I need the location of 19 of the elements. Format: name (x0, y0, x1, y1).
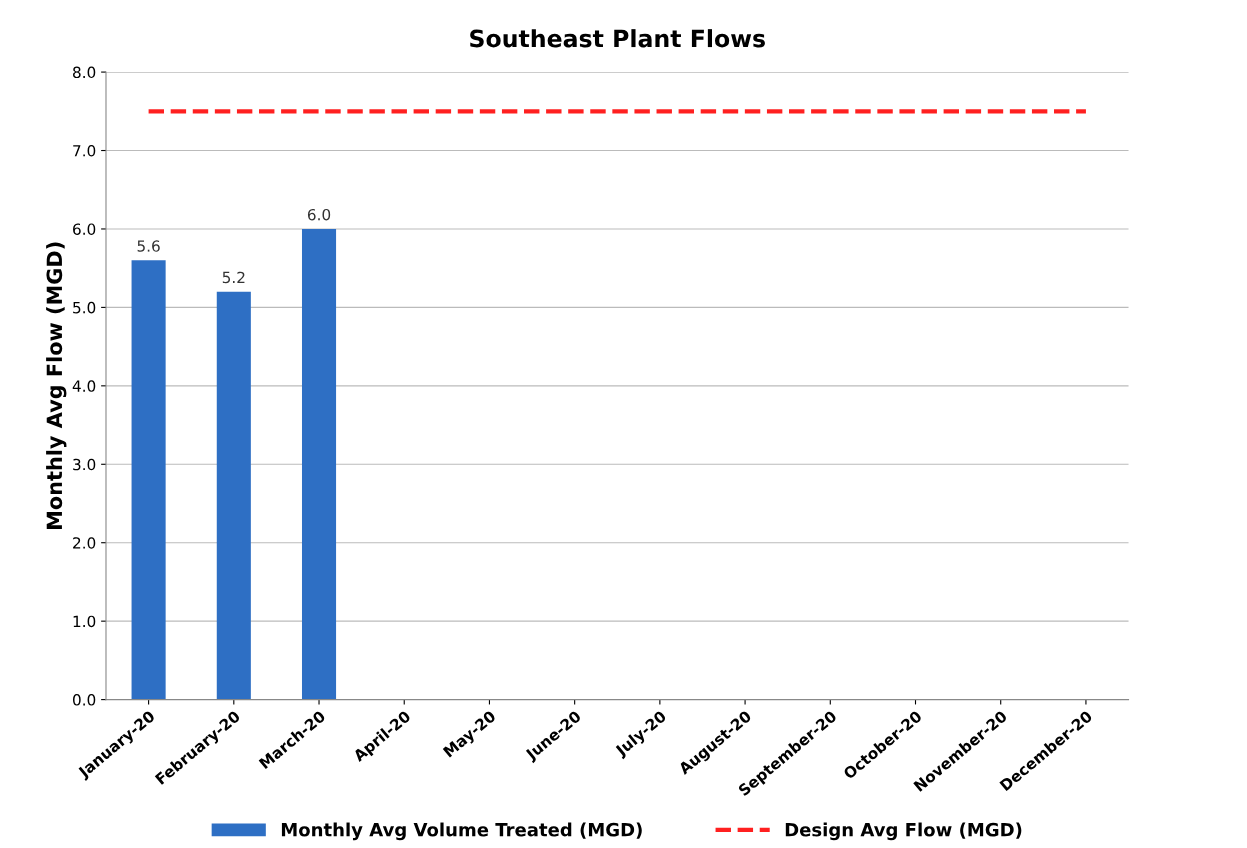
data-label: 5.2 (222, 271, 245, 284)
y-tick-label: 6.0 (73, 223, 96, 235)
y-tick-label: 2.0 (73, 537, 96, 549)
legend-label: Monthly Avg Volume Treated (MGD) (281, 822, 642, 841)
y-tick-label: 4.0 (72, 380, 96, 392)
y-tick-label: 7.0 (73, 144, 96, 157)
bar (216, 291, 251, 700)
y-tick-label: 8.0 (73, 66, 96, 79)
y-tick-label: 1.0 (73, 615, 96, 628)
y-tick-label: 5.0 (73, 301, 96, 314)
legend-label: Design Avg Flow (MGD) (785, 822, 1022, 841)
y-tick-label: 0.0 (72, 694, 96, 706)
bar (301, 228, 337, 700)
y-axis-title: Monthly Avg Flow (MGD) (46, 242, 67, 529)
bar (131, 260, 166, 700)
chart-title: Southeast Plant Flows (470, 29, 765, 48)
y-tick-label: 3.0 (73, 458, 96, 471)
data-label: 6.0 (307, 208, 331, 221)
data-label: 5.6 (137, 240, 160, 252)
